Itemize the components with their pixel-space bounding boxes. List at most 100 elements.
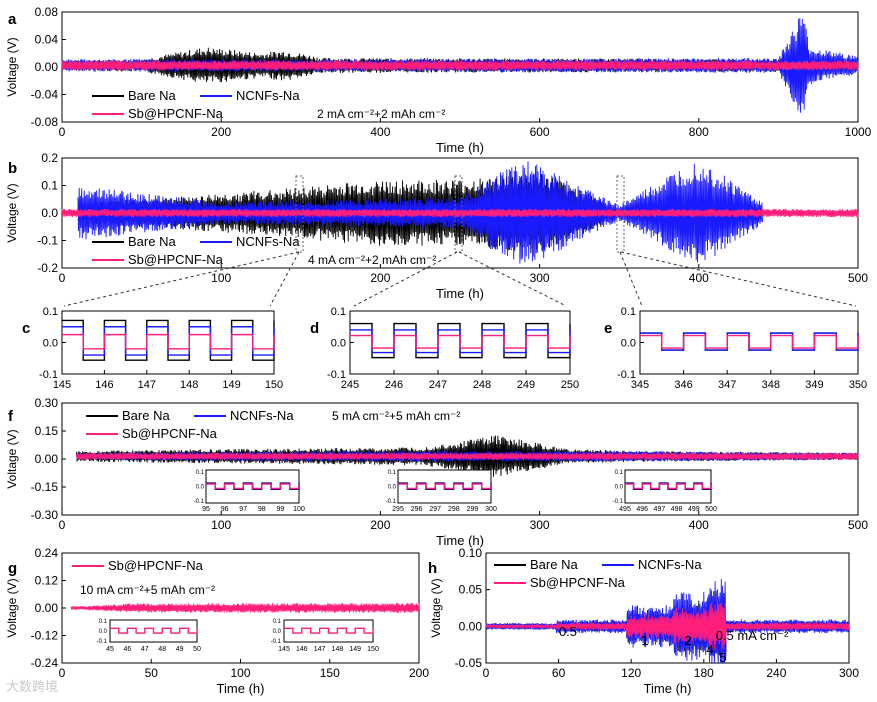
inset-x-tick: 46 [124,646,132,653]
y-tick-label: -0.12 [31,629,59,643]
watermark: 大数跨境 [6,680,59,695]
y-axis-label: Voltage (V) [5,183,19,242]
panel-letter: d [310,320,319,337]
inset-y-tick: -0.1 [194,499,205,505]
zoom-region [295,175,304,253]
y-tick-label: 0.1 [621,306,636,318]
inset-y-tick: -0.1 [613,499,624,505]
panel-letter: a [8,11,17,28]
y-tick-label: 0.00 [35,60,59,74]
x-tick-label: 180 [694,666,714,680]
inset-x-tick: 495 [619,506,631,513]
inset-x-tick: 146 [296,646,308,653]
legend-entry: Sb@HPCNF-Na [122,426,218,441]
y-tick-label: 0.1 [43,306,58,318]
zoom-region [454,175,463,253]
x-axis-label: Time (h) [436,533,484,548]
panel-d: 245 246 247 248 249 250 0.1 0.0 -0.1 d [310,306,579,391]
inset-y-tick: 0.1 [273,619,282,625]
inset-x-tick: 295 [392,506,404,513]
y-tick-label: -0.1 [39,369,58,381]
inset-x-tick: 145 [278,646,290,653]
inset-x-tick: 496 [636,506,648,513]
x-tick-label: 245 [341,379,359,391]
inset: 495 496 497 498 499 500 0.1 0.0 -0.1 [613,469,717,513]
x-tick-label: 60 [552,666,566,680]
x-tick-label: 400 [689,518,709,532]
x-tick-label: 200 [211,125,231,139]
inset-y-tick: 0.1 [196,470,205,476]
legend-entry: NCNFs-Na [230,408,294,423]
legend-entry: NCNFs-Na [236,88,300,103]
x-tick-label: 247 [429,379,447,391]
y-axis-label: Voltage (V) [5,578,19,637]
series-sb-hpcnf-na [76,452,859,460]
plot-frame [485,552,850,664]
inset-frame [397,469,492,504]
inset-x-tick: 47 [141,646,149,653]
inset-y-tick: -0.1 [386,499,397,505]
inset-x-tick: 100 [293,506,305,513]
x-tick-label: 500 [848,271,868,285]
panel-b: 0 100 200 300 400 500 0.2 0.1 0.0 -0.1 -0.2 Time (h… [5,151,868,307]
x-tick-label: 500 [848,518,868,532]
inset: 45 46 47 48 49 50 0.1 0.0 -0.1 [97,619,201,653]
panel-letter: f [8,408,14,425]
y-tick-label: 0.15 [35,424,59,438]
inset-y-tick: 0.0 [196,485,205,491]
x-tick-label: 50 [145,666,159,680]
profile-line [206,483,300,490]
inset-y-tick: 0.0 [99,629,108,635]
y-tick-label: -0.1 [617,369,636,381]
y-tick-label: 0.0 [331,338,346,350]
legend-entry: Bare Na [128,234,176,249]
x-tick-label: 250 [561,379,579,391]
y-tick-label: -0.05 [455,656,483,670]
inset-x-tick: 148 [332,646,344,653]
y-tick-label: -0.1 [327,369,346,381]
series-sb-hpcnf-na [485,600,850,650]
x-tick-label: 147 [138,379,156,391]
x-tick-label: 120 [621,666,641,680]
x-tick-label: 348 [762,379,780,391]
profile-line [110,627,198,634]
x-tick-label: 300 [839,666,859,680]
inset-x-tick: 498 [671,506,683,513]
x-tick-label: 150 [265,379,283,391]
y-tick-label: -0.24 [31,656,59,670]
inset-x-tick: 299 [467,506,479,513]
series-sb-hpcnf-na [61,208,859,218]
inset-x-tick: 150 [367,646,379,653]
inset-y-tick: -0.1 [97,639,108,645]
inset-x-tick: 49 [176,646,184,653]
annotation: 2 mA cm⁻²+2 mAh cm⁻² [317,107,445,121]
x-tick-label: 249 [517,379,535,391]
inset-x-tick: 296 [411,506,423,513]
x-tick-label: 0 [59,125,66,139]
y-tick-label: -0.04 [31,88,59,102]
panel-f: 0 100 200 300 400 500 0.30 0.15 0.00 -0.15 -0.30 Ti… [5,396,868,548]
rate-label: 0.5 mA cm⁻² [716,628,789,643]
y-tick-label: -0.30 [31,508,59,522]
profile-line [398,483,492,490]
x-tick-label: 0 [59,518,66,532]
y-tick-label: 0.1 [331,306,346,318]
inset-x-tick: 149 [349,646,361,653]
inset-x-tick: 99 [277,506,285,513]
zoom-connector [619,251,643,307]
panel-letter: g [8,560,17,577]
y-tick-label: 0.12 [35,574,59,588]
x-tick-label: 146 [95,379,113,391]
zoom-region [616,175,625,253]
x-tick-label: 246 [385,379,403,391]
inset-x-tick: 97 [239,506,247,513]
inset-x-tick: 300 [485,506,497,513]
x-tick-label: 800 [689,125,709,139]
inset-x-tick: 98 [258,506,266,513]
inset-x-tick: 95 [202,506,210,513]
zoom-connector [458,251,567,307]
x-axis-label: Time (h) [644,681,692,696]
x-tick-label: 0 [483,666,490,680]
x-tick-label: 0 [59,666,66,680]
